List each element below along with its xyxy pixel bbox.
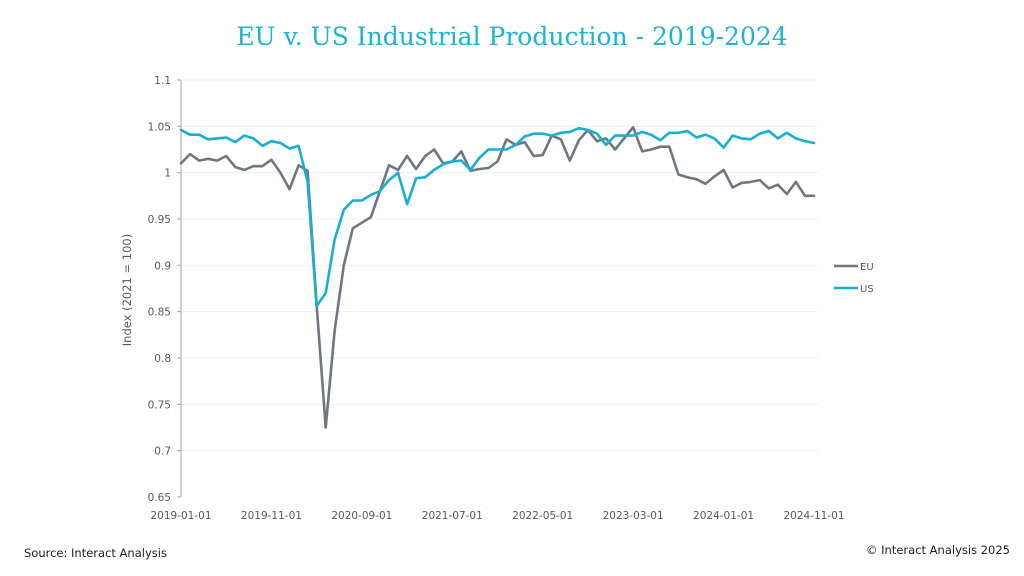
y-tick-label: 0.85 [148, 307, 171, 319]
x-tick-label: 2020-09-01 [331, 510, 392, 522]
y-tick-label: 0.7 [154, 446, 171, 458]
x-tick-label: 2023-03-01 [603, 510, 664, 522]
x-tick-label: 2019-01-01 [150, 510, 211, 522]
y-tick-label: 0.9 [154, 260, 171, 272]
source-note: Source: Interact Analysis [24, 546, 167, 560]
x-tick-label: 2019-11-01 [241, 510, 302, 522]
x-tick-labels: 2019-01-01 2019-11-01 2020-09-01 2021-07-01… [150, 510, 844, 522]
y-tick-label: 0.65 [148, 492, 171, 504]
y-tick-label: 1 [164, 168, 171, 180]
x-tick-label: 2021-07-01 [422, 510, 483, 522]
y-tick-labels: 0.65 0.7 0.75 0.8 0.85 0.9 0.95 1 1.05 1.1 [148, 75, 171, 504]
x-tick-label: 2022-05-01 [512, 510, 573, 522]
y-tick-label: 0.75 [148, 399, 171, 411]
copyright-note: © Interact Analysis 2025 [866, 543, 1010, 557]
x-tick-label: 2024-01-01 [693, 510, 754, 522]
y-tick-label: 1.1 [154, 75, 171, 87]
legend: EU US [834, 262, 874, 295]
x-tick-label: 2024-11-01 [783, 510, 844, 522]
gridlines [177, 79, 818, 498]
y-axis-title: Index (2021 = 100) [120, 234, 134, 346]
y-tick-label: 0.8 [154, 353, 171, 365]
series-lines [179, 126, 816, 429]
legend-label-us: US [860, 284, 874, 295]
series-line-eu [179, 126, 816, 429]
y-tick-label: 1.05 [148, 121, 171, 133]
legend-label-eu: EU [860, 262, 874, 273]
series-line-us [179, 126, 816, 308]
y-tick-label: 0.95 [148, 214, 171, 226]
chart-title: EU v. US Industrial Production - 2019-20… [236, 22, 788, 51]
